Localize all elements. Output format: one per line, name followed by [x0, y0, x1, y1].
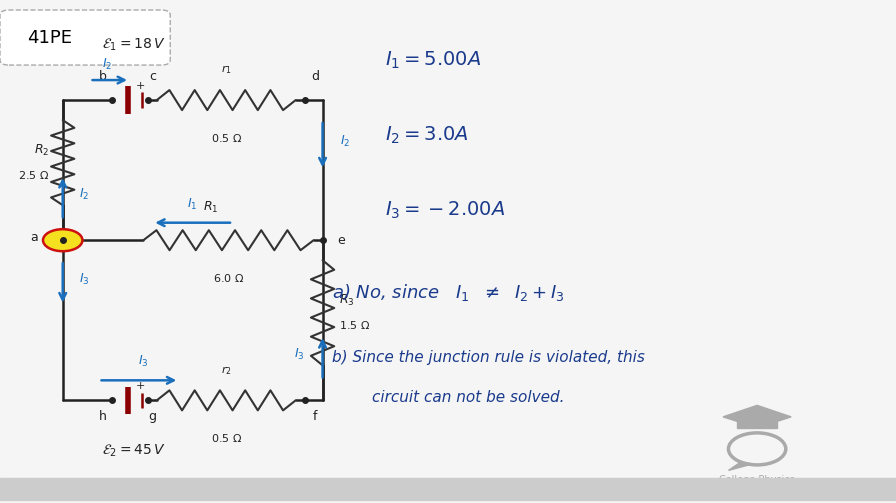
- Text: $I_3$: $I_3$: [138, 354, 149, 369]
- Text: $I_3$: $I_3$: [79, 272, 90, 287]
- Text: College Physics: College Physics: [719, 475, 795, 485]
- Text: 2.5 $\Omega$: 2.5 $\Omega$: [18, 169, 49, 181]
- Circle shape: [43, 229, 82, 251]
- Text: $r_1$: $r_1$: [220, 64, 232, 76]
- Text: a: a: [30, 231, 38, 244]
- Text: $I_2 = 3.0A$: $I_2 = 3.0A$: [385, 124, 470, 146]
- Text: $\mathcal{E}_2 = 45\,V$: $\mathcal{E}_2 = 45\,V$: [101, 442, 166, 459]
- Polygon shape: [728, 462, 753, 470]
- Text: b: b: [99, 70, 107, 83]
- Text: $R_1$: $R_1$: [202, 200, 219, 215]
- Text: $\mathcal{E}_1 = 18\,V$: $\mathcal{E}_1 = 18\,V$: [101, 37, 166, 53]
- Polygon shape: [723, 405, 791, 428]
- Text: 0.5 $\Omega$: 0.5 $\Omega$: [211, 132, 242, 144]
- Text: 1.5 $\Omega$: 1.5 $\Omega$: [339, 319, 370, 331]
- Text: $R_2$: $R_2$: [34, 142, 49, 157]
- Text: $I_1 = 5.00A$: $I_1 = 5.00A$: [385, 49, 482, 71]
- Text: $R_3$: $R_3$: [339, 293, 354, 308]
- Text: a) No, since   $I_1$  $\neq$  $I_2 + I_3$: a) No, since $I_1$ $\neq$ $I_2 + I_3$: [332, 282, 564, 303]
- Text: circuit can not be solved.: circuit can not be solved.: [372, 390, 564, 405]
- Text: e: e: [337, 234, 345, 246]
- Text: 0.5 $\Omega$: 0.5 $\Omega$: [211, 432, 242, 444]
- Text: $I_3 = -2.00A$: $I_3 = -2.00A$: [385, 200, 505, 221]
- Text: 6.0 $\Omega$: 6.0 $\Omega$: [213, 272, 244, 284]
- Text: d: d: [312, 70, 319, 83]
- Text: $I_2$: $I_2$: [102, 56, 113, 71]
- Text: b) Since the junction rule is violated, this: b) Since the junction rule is violated, …: [332, 350, 644, 365]
- Text: g: g: [149, 410, 156, 424]
- Text: $r_2$: $r_2$: [221, 364, 231, 377]
- Text: +: +: [136, 81, 145, 91]
- Text: f: f: [313, 410, 318, 424]
- Text: $I_1$: $I_1$: [187, 197, 198, 212]
- Text: $I_2$: $I_2$: [79, 187, 89, 202]
- Text: c: c: [149, 70, 156, 83]
- Text: $I_2$: $I_2$: [340, 134, 350, 149]
- Bar: [0, 478, 896, 500]
- Text: 41PE: 41PE: [27, 29, 72, 47]
- Text: ANSWERS: ANSWERS: [732, 493, 782, 502]
- FancyBboxPatch shape: [0, 10, 170, 65]
- Text: h: h: [99, 410, 107, 424]
- Text: +: +: [136, 381, 145, 391]
- Polygon shape: [737, 417, 777, 428]
- Text: $I_3$: $I_3$: [294, 347, 305, 362]
